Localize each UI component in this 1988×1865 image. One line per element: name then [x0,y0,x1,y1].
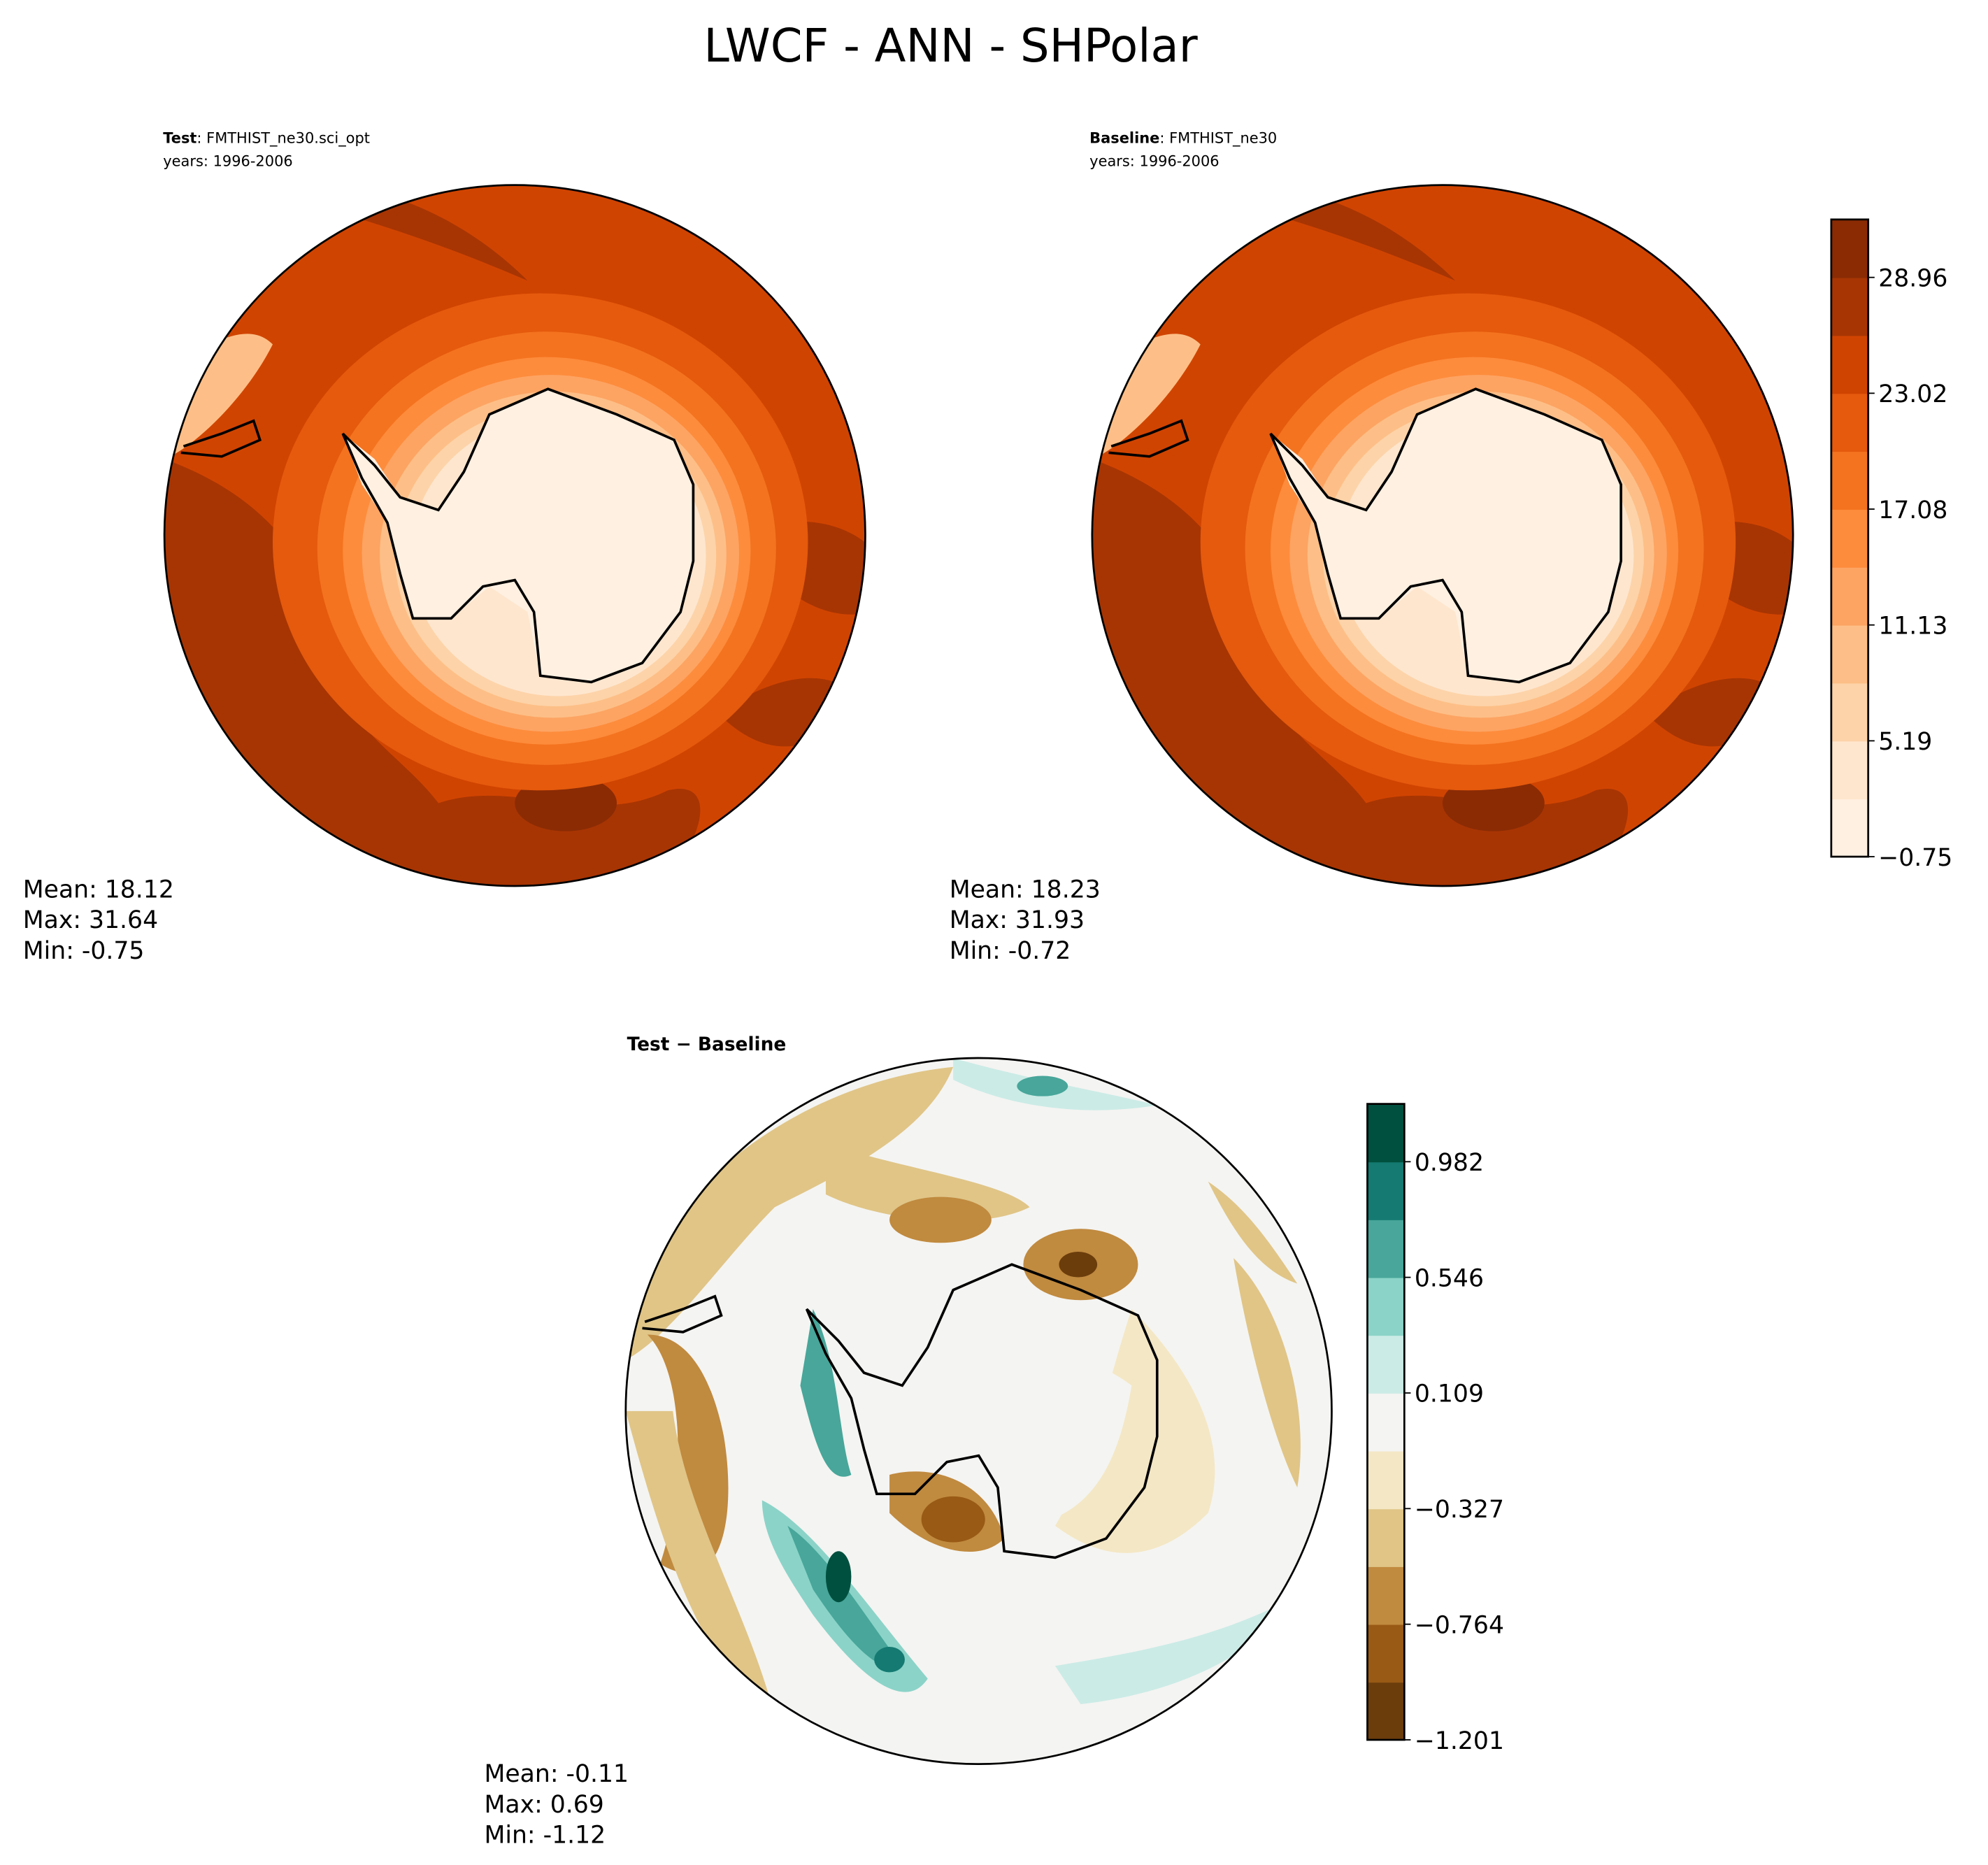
baseline-min: Min: -0.72 [950,937,1071,965]
diff-colorbar-band [1367,1508,1405,1567]
baseline-colorbar-band [1831,799,1868,857]
baseline-colorbar-tick-label: 11.13 [1878,612,1947,640]
diff-min: Min: -1.12 [485,1822,606,1850]
baseline-colorbar-band [1831,683,1868,742]
test-map [158,179,872,893]
baseline-colorbar-tick-label: 23.02 [1878,380,1947,408]
baseline-colorbar: −0.75 5.19 11.13 17.08 23.02 28.96 [1830,218,1952,872]
baseline-label: Baseline: FMTHIST_ne30 [1089,130,1277,147]
diff-colorbar-tick-label: 0.546 [1415,1264,1484,1292]
baseline-colorbar-band [1831,451,1868,510]
figure-title: LWCF - ANN - SHPolar [703,20,1197,73]
diff-label: Test − Baseline [627,1034,787,1055]
diff-colorbar-frame [1366,1103,1406,1741]
diff-colorbar-tick-label: 0.982 [1415,1149,1484,1177]
diff-colorbar: −1.201 −0.764 −0.327 0.109 0.546 0.982 [1366,1103,1504,1755]
baseline-colorbar-band [1831,566,1868,626]
diff-max: Max: 0.69 [485,1791,604,1819]
baseline-map [1086,179,1800,893]
baseline-mean: Mean: 18.23 [950,876,1101,903]
diff-mean: Mean: -0.11 [485,1760,629,1788]
diff-colorbar-band [1367,1624,1405,1683]
test-label: Test: FMTHIST_ne30.sci_opt [163,130,370,147]
diff-colorbar-band [1367,1682,1405,1741]
baseline-colorbar-band [1831,335,1868,394]
baseline-colorbar-tick-label: −0.75 [1878,844,1952,872]
diff-colorbar-tick-label: −1.201 [1415,1727,1504,1755]
diff-colorbar-band [1367,1277,1405,1336]
baseline-colorbar-band [1831,219,1868,278]
baseline-colorbar-tick-label: 28.96 [1878,264,1947,292]
test-max: Max: 31.64 [23,906,158,934]
baseline-colorbar-tick-label: 17.08 [1878,496,1947,524]
diff-colorbar-tick-label: −0.764 [1415,1611,1504,1639]
diff-colorbar-band [1367,1103,1405,1163]
diff-colorbar-tick-label: −0.327 [1415,1496,1504,1524]
baseline-colorbar-band [1831,741,1868,800]
diff-colorbar-band [1367,1566,1405,1625]
diff-colorbar-band [1367,1335,1405,1394]
baseline-colorbar-band [1831,624,1868,684]
test-mean: Mean: 18.12 [23,876,174,903]
diff-colorbar-band [1367,1162,1405,1220]
test-years: years: 1996-2006 [163,152,292,169]
baseline-colorbar-frame [1830,218,1870,858]
diff-map [624,1057,1333,1766]
diff-colorbar-band [1367,1450,1405,1510]
baseline-colorbar-tick-label: 5.19 [1878,728,1932,756]
diff-colorbar-band [1367,1219,1405,1278]
baseline-max: Max: 31.93 [950,906,1085,934]
baseline-colorbar-band [1831,393,1868,452]
diff-colorbar-tick-label: 0.109 [1415,1380,1484,1408]
baseline-colorbar-band [1831,277,1868,336]
baseline-years: years: 1996-2006 [1089,152,1219,169]
baseline-colorbar-band [1831,509,1868,568]
test-min: Min: -0.75 [23,937,145,965]
diff-colorbar-band [1367,1392,1405,1452]
